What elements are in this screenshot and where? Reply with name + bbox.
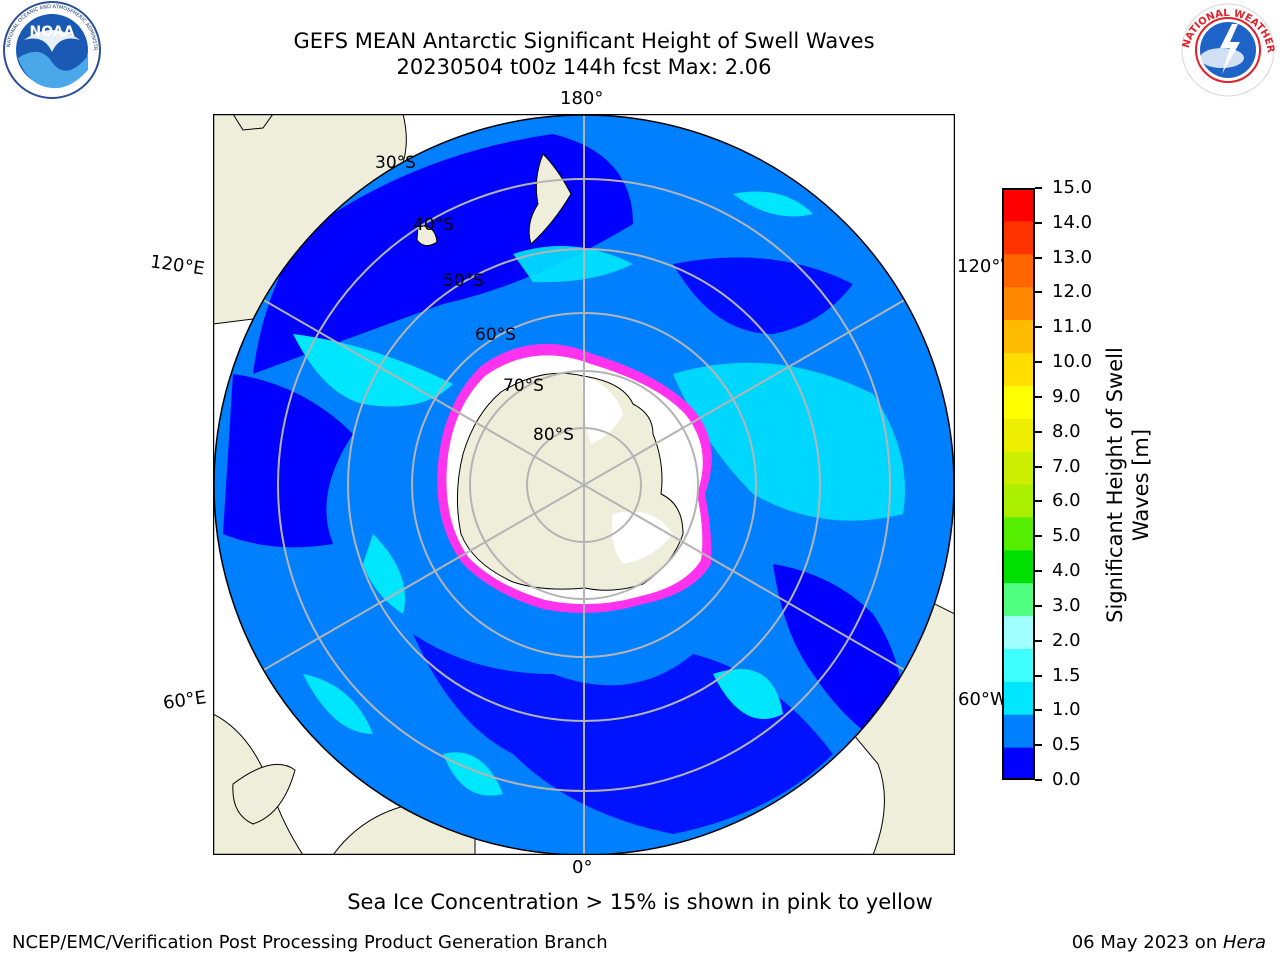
colorbar-segment: [1002, 582, 1035, 617]
lat-label-30s: 30°S: [375, 153, 416, 173]
lon-label-60e: 60°E: [161, 687, 208, 714]
colorbar-segment: [1002, 418, 1035, 452]
svg-text:NOAA: NOAA: [30, 24, 75, 40]
lon-label-0: 0°: [572, 857, 593, 878]
colorbar: [1002, 188, 1035, 780]
antarctic-map: 30°S 40°S 50°S 60°S 70°S 80°S: [213, 114, 955, 855]
colorbar-tick-label: 10.0: [1052, 351, 1093, 373]
nws-logo-icon: NATIONAL WEATHER SERVICE: [1176, 0, 1276, 97]
colorbar-segment: [1002, 253, 1035, 288]
colorbar-segment: [1002, 516, 1035, 551]
colorbar-tick-mark: [1035, 535, 1042, 538]
colorbar-segment: [1002, 319, 1035, 353]
colorbar-segment: [1002, 286, 1035, 321]
colorbar-segment: [1002, 484, 1035, 518]
colorbar-tick-mark: [1035, 500, 1042, 503]
colorbar-tick-label: 2.0: [1052, 629, 1081, 651]
colorbar-segment: [1002, 220, 1035, 255]
colorbar-tick-mark: [1035, 326, 1042, 329]
colorbar-tick-mark: [1035, 361, 1042, 364]
colorbar-segment: [1002, 714, 1035, 748]
colorbar-tick-mark: [1035, 256, 1042, 259]
footer-credit: NCEP/EMC/Verification Post Processing Pr…: [12, 932, 608, 953]
colorbar-tick-mark: [1035, 465, 1042, 468]
chart-title: GEFS MEAN Antarctic Significant Height o…: [293, 29, 875, 53]
lon-label-180: 180°: [560, 88, 604, 109]
footer-host: Hera: [1222, 932, 1266, 953]
colorbar-tick-label: 7.0: [1052, 455, 1081, 477]
colorbar-tick-label: 1.5: [1052, 664, 1081, 686]
colorbar-tick-label: 6.0: [1052, 490, 1081, 512]
colorbar-tick-mark: [1035, 187, 1042, 189]
lat-label-50s: 50°S: [443, 271, 484, 291]
colorbar-tick-mark: [1035, 709, 1042, 712]
colorbar-segment: [1002, 747, 1035, 780]
lat-label-40s: 40°S: [413, 215, 454, 235]
colorbar-tick-label: 12.0: [1052, 281, 1093, 303]
colorbar-tick-mark: [1035, 604, 1042, 607]
colorbar-tick-mark: [1035, 291, 1042, 294]
lat-label-70s: 70°S: [503, 376, 544, 396]
footer-date-text: 06 May 2023 on: [1071, 932, 1223, 953]
colorbar-tick-mark: [1035, 570, 1042, 573]
colorbar-tick-mark: [1035, 639, 1042, 642]
colorbar-segment: [1002, 352, 1035, 386]
colorbar-tick-label: 0.0: [1052, 769, 1081, 790]
colorbar-segment: [1002, 385, 1035, 419]
colorbar-tick-label: 11.0: [1052, 316, 1093, 338]
graticule: [214, 115, 954, 855]
noaa-logo-icon: NOAA NATIONAL OCEANIC AND ATMOSPHERIC AD…: [0, 0, 101, 99]
lat-label-80s: 80°S: [533, 425, 574, 445]
sea-ice-note: Sea Ice Concentration > 15% is shown in …: [347, 890, 933, 914]
colorbar-tick-mark: [1035, 779, 1042, 781]
colorbar-tick-mark: [1035, 744, 1042, 747]
lat-label-60s: 60°S: [475, 325, 516, 345]
colorbar-tick-mark: [1035, 395, 1042, 398]
colorbar-tick-mark: [1035, 430, 1042, 433]
lon-label-60w: 60°W: [958, 689, 1002, 710]
colorbar-tick-label: 0.5: [1052, 734, 1081, 756]
colorbar-tick-label: 4.0: [1052, 560, 1081, 582]
colorbar-segment: [1002, 451, 1035, 485]
colorbar-segment: [1002, 681, 1035, 715]
colorbar-segment: [1002, 615, 1035, 649]
colorbar-tick-label: 3.0: [1052, 594, 1081, 616]
footer-date: 06 May 2023 on Hera: [1072, 932, 1266, 953]
colorbar-label: Significant Height of Swell Waves [m]: [1103, 347, 1153, 623]
colorbar-tick-label: 15.0: [1052, 177, 1093, 198]
colorbar-tick-label: 13.0: [1052, 246, 1093, 268]
colorbar-tick-label: 1.0: [1052, 699, 1081, 721]
colorbar-tick-mark: [1035, 221, 1042, 224]
lon-label-120w: 120°W: [957, 256, 1002, 277]
colorbar-tick-label: 9.0: [1052, 385, 1081, 407]
colorbar-tick-mark: [1035, 674, 1042, 677]
colorbar-tick-label: 14.0: [1052, 211, 1093, 233]
lon-label-120e: 120°E: [148, 251, 206, 280]
chart-subtitle: 20230504 t00z 144h fcst Max: 2.06: [396, 55, 772, 79]
colorbar-segment: [1002, 188, 1035, 222]
colorbar-tick-label: 5.0: [1052, 525, 1081, 547]
colorbar-segment: [1002, 648, 1035, 682]
colorbar-tick-label: 8.0: [1052, 420, 1081, 442]
colorbar-segment: [1002, 549, 1035, 584]
